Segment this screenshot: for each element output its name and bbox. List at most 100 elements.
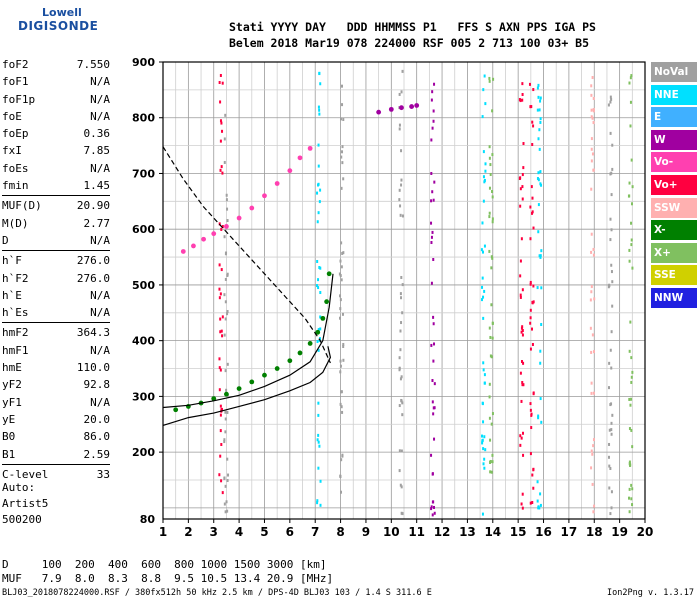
- echo-point: [249, 205, 255, 211]
- echo-noise: [518, 98, 521, 102]
- echo-noise: [219, 413, 222, 417]
- echo-noise: [226, 312, 229, 316]
- echo-noise: [318, 112, 321, 116]
- param-separator: [2, 463, 110, 465]
- echo-noise: [219, 454, 222, 458]
- echo-noise: [398, 449, 401, 453]
- auto-label: Auto:: [2, 481, 36, 494]
- echo-noise: [319, 82, 322, 86]
- echo-noise: [521, 93, 524, 97]
- echo-noise: [341, 145, 344, 149]
- x-tick-label: 1: [159, 525, 167, 539]
- distance-row: D 100 200 400 600 800 1000 1500 3000 [km…: [2, 558, 327, 571]
- echo-noise: [481, 115, 484, 119]
- echo-noise: [592, 444, 595, 448]
- echo-noise: [531, 500, 534, 504]
- echo-noise: [491, 195, 494, 199]
- echo-noise: [482, 368, 485, 372]
- echo-noise: [529, 347, 532, 351]
- echo-noise: [537, 83, 540, 87]
- legend-item: X+: [651, 242, 697, 263]
- echo-point: [414, 103, 420, 108]
- echo-noise: [522, 453, 525, 457]
- echo-noise: [529, 452, 532, 456]
- y-tick-label: 300: [132, 390, 155, 403]
- echo-noise: [631, 503, 634, 507]
- echo-noise: [628, 259, 631, 263]
- echo-noise: [537, 416, 540, 420]
- echo-noise: [431, 90, 434, 94]
- echo-noise: [221, 129, 224, 133]
- echo-noise: [317, 143, 320, 147]
- echo-noise: [610, 428, 613, 432]
- echo-noise: [218, 473, 221, 477]
- echo-noise: [610, 366, 613, 370]
- echo-noise: [484, 162, 487, 166]
- echo-noise: [491, 217, 494, 221]
- echo-noise: [592, 108, 595, 112]
- echo-noise: [611, 413, 614, 417]
- echo-noise: [630, 497, 633, 501]
- echo-noise: [530, 426, 533, 430]
- echo-noise: [536, 499, 539, 503]
- echo-noise: [481, 221, 484, 225]
- echo-noise: [532, 284, 535, 288]
- echo-noise: [532, 88, 535, 92]
- echo-noise: [319, 337, 322, 341]
- echo-noise: [218, 296, 221, 300]
- echo-noise: [519, 259, 522, 263]
- echo-noise: [226, 457, 229, 461]
- echo-noise: [610, 421, 613, 425]
- echo-noise: [610, 432, 613, 436]
- echo-noise: [317, 440, 320, 444]
- echo-noise: [630, 243, 633, 247]
- echo-noise: [219, 139, 222, 143]
- echo-noise: [432, 412, 435, 416]
- echo-noise: [591, 116, 594, 120]
- echo-noise: [482, 88, 485, 92]
- echo-noise: [482, 462, 485, 466]
- echo-noise: [592, 247, 595, 251]
- echo-noise: [608, 283, 611, 287]
- echo-noise: [491, 190, 494, 194]
- echo-noise: [220, 227, 223, 231]
- echo-noise: [342, 358, 345, 362]
- auto-scaling-info: Auto: Artist5 500200: [2, 480, 48, 528]
- echo-noise: [218, 263, 221, 267]
- echo-noise: [537, 171, 540, 175]
- echo-noise: [319, 315, 322, 319]
- echo-noise: [628, 427, 631, 431]
- echo-noise: [610, 97, 613, 101]
- echo-noise: [519, 204, 522, 208]
- echo-noise: [519, 371, 522, 375]
- echo-noise: [433, 437, 436, 441]
- echo-noise: [221, 171, 224, 175]
- param-value: N/A: [90, 395, 110, 409]
- echo-noise: [398, 127, 401, 131]
- param-name: yE: [2, 412, 16, 426]
- echo-noise: [341, 161, 344, 165]
- echo-noise: [220, 268, 223, 272]
- echo-noise: [611, 143, 614, 147]
- echo-noise: [489, 470, 492, 474]
- echo-point: [180, 249, 186, 254]
- echo-noise: [224, 300, 227, 304]
- echo-noise: [537, 506, 540, 510]
- echo-noise: [340, 278, 343, 282]
- echo-noise: [221, 315, 224, 319]
- echo-noise: [341, 251, 344, 255]
- echo-point: [236, 386, 242, 391]
- echo-noise: [219, 368, 222, 372]
- legend-item: NNW: [651, 287, 697, 308]
- echo-noise: [220, 442, 223, 446]
- echo-noise: [520, 237, 523, 241]
- echo-noise: [339, 474, 342, 478]
- echo-noise: [539, 170, 542, 174]
- echo-noise: [630, 428, 633, 432]
- echo-noise: [317, 328, 320, 332]
- echo-noise: [489, 335, 492, 339]
- echo-noise: [483, 289, 486, 293]
- echo-noise: [431, 400, 434, 404]
- echo-noise: [400, 375, 403, 379]
- echo-noise: [521, 325, 524, 329]
